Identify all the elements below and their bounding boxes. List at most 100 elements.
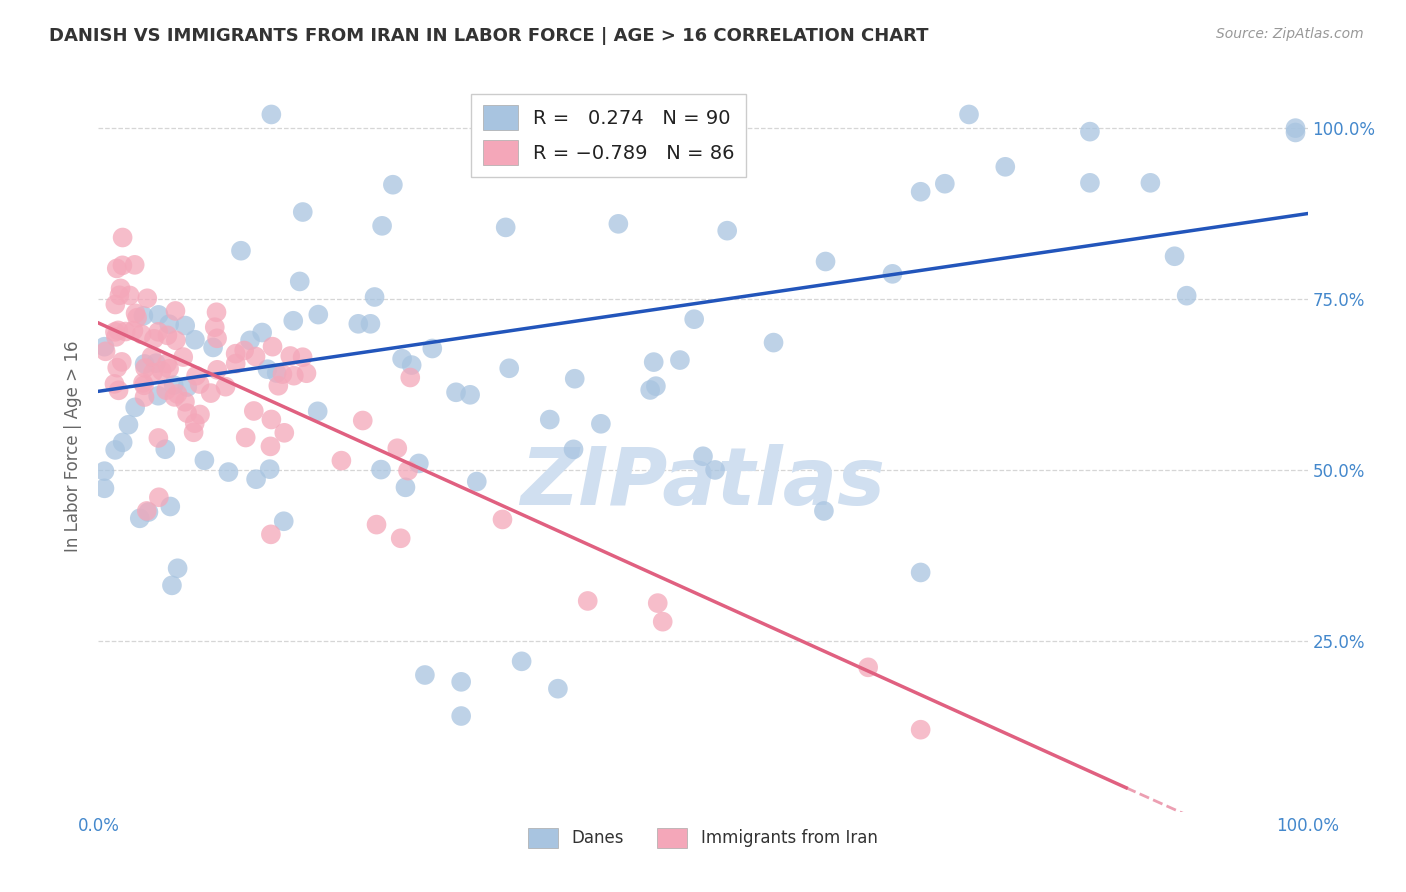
Point (352, 413, 374, 427)
Point (458, 388, 481, 402)
Point (538, 412, 561, 426)
Point (644, 379, 666, 393)
Point (163, 390, 186, 404)
Point (159, 500, 181, 514)
Point (124, 258, 146, 272)
Point (148, 325, 170, 339)
Text: DANISH VS IMMIGRANTS FROM IRAN IN LABOR FORCE | AGE > 16 CORRELATION CHART: DANISH VS IMMIGRANTS FROM IRAN IN LABOR … (49, 27, 929, 45)
Point (124, 401, 146, 415)
Point (146, 389, 169, 403)
Point (117, 417, 139, 432)
Point (366, 517, 388, 532)
Point (105, 261, 128, 276)
Point (291, 205, 314, 219)
Point (260, 412, 283, 426)
Point (564, 372, 586, 386)
Point (166, 387, 188, 401)
Point (93, 340, 115, 354)
Point (562, 442, 585, 457)
Point (260, 527, 283, 541)
Point (107, 384, 129, 398)
Point (259, 439, 281, 453)
Point (174, 318, 197, 333)
Point (273, 514, 295, 528)
Point (111, 230, 134, 244)
Point (495, 220, 517, 235)
Point (160, 578, 183, 592)
Point (103, 376, 125, 391)
Point (607, 217, 630, 231)
Point (465, 475, 488, 489)
Point (381, 178, 404, 192)
Point (576, 594, 599, 608)
Point (330, 453, 353, 467)
Point (394, 480, 416, 494)
Point (205, 305, 228, 319)
Point (202, 340, 225, 354)
Point (145, 356, 167, 370)
Point (420, 342, 443, 356)
Point (413, 668, 436, 682)
Point (217, 465, 239, 479)
Point (283, 314, 305, 328)
Point (184, 416, 207, 430)
Point (183, 425, 205, 440)
Point (389, 531, 412, 545)
Point (184, 333, 207, 347)
Point (184, 368, 207, 383)
Point (107, 323, 129, 337)
Point (291, 350, 314, 364)
Point (157, 361, 180, 376)
Text: ZIPatlas: ZIPatlas (520, 443, 886, 522)
Point (295, 366, 318, 380)
Point (692, 449, 714, 463)
Point (1078, 176, 1101, 190)
Point (105, 360, 128, 375)
Point (273, 425, 295, 440)
Point (638, 383, 661, 397)
Point (143, 332, 166, 346)
Point (994, 160, 1017, 174)
Point (93, 464, 115, 478)
Point (491, 512, 513, 526)
Point (1284, 121, 1306, 136)
Point (204, 320, 226, 334)
Point (114, 325, 136, 339)
Point (547, 681, 569, 696)
Point (104, 330, 127, 344)
Point (176, 380, 198, 394)
Point (408, 457, 430, 471)
Point (148, 308, 170, 322)
Point (1139, 176, 1161, 190)
Point (131, 327, 153, 342)
Point (214, 379, 236, 393)
Point (370, 462, 392, 476)
Point (245, 472, 267, 486)
Point (176, 406, 198, 420)
Point (136, 291, 159, 305)
Point (359, 317, 381, 331)
Point (243, 404, 266, 418)
Text: Source: ZipAtlas.com: Source: ZipAtlas.com (1216, 27, 1364, 41)
Point (156, 328, 179, 343)
Point (132, 376, 155, 390)
Point (148, 431, 170, 445)
Point (259, 462, 281, 476)
Point (1175, 288, 1198, 302)
Point (391, 351, 413, 366)
Point (155, 383, 177, 397)
Point (134, 357, 156, 371)
Point (910, 185, 932, 199)
Point (643, 355, 665, 369)
Point (174, 394, 197, 409)
Point (387, 442, 409, 456)
Point (163, 378, 186, 392)
Point (267, 378, 290, 392)
Point (266, 366, 288, 380)
Point (762, 335, 785, 350)
Point (347, 317, 370, 331)
Point (127, 310, 149, 325)
Point (271, 367, 294, 381)
Point (150, 364, 173, 378)
Point (157, 317, 180, 331)
